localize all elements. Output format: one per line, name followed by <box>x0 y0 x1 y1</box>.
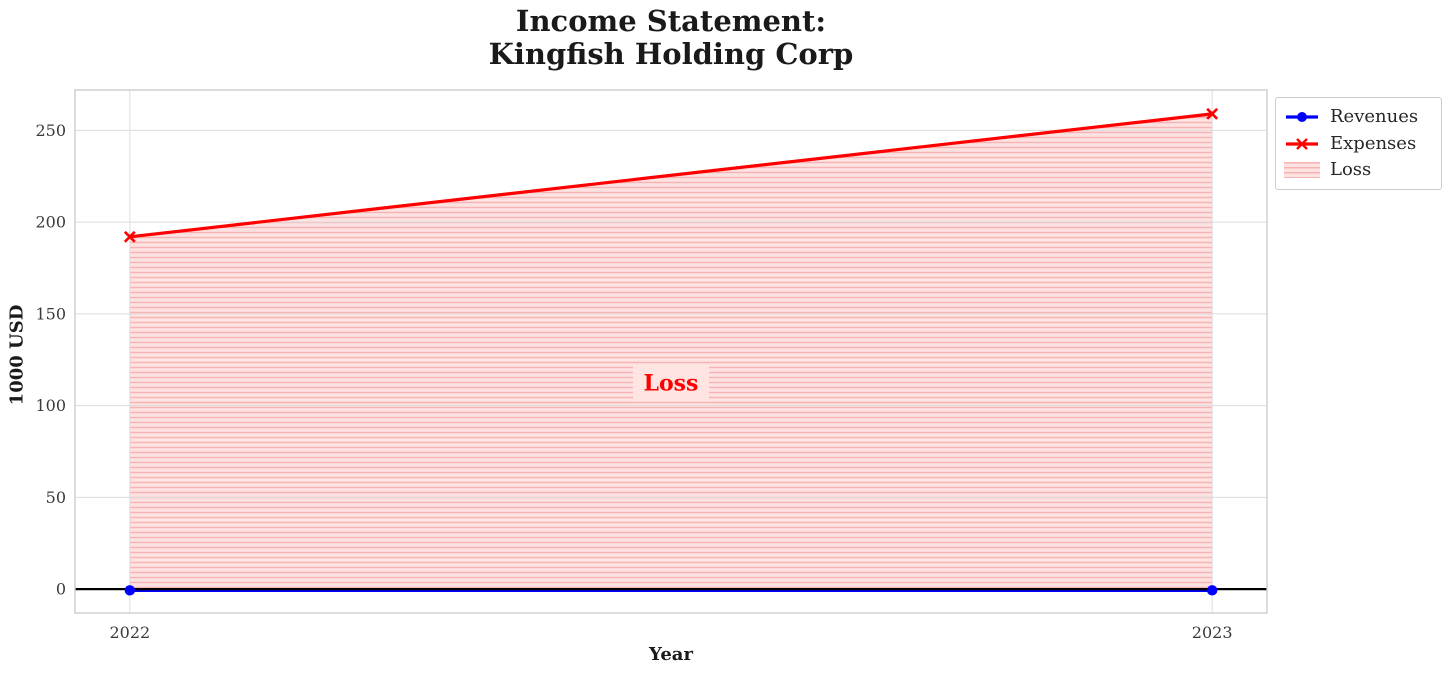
loss-annotation-box <box>633 363 709 402</box>
loss-patch-swatch <box>1284 161 1320 178</box>
xtick-label: 2022 <box>109 623 150 642</box>
loss-annotation: Loss <box>644 371 699 397</box>
revenues-marker <box>124 585 136 596</box>
legend-label: Expenses <box>1330 132 1417 154</box>
ytick-label: 250 <box>35 121 66 140</box>
revenues-line-swatch <box>1284 108 1320 126</box>
x-axis-label: Year <box>649 644 693 665</box>
xtick-label: 2023 <box>1192 623 1233 642</box>
ytick-label: 200 <box>35 213 66 232</box>
chart-title-line-1: Income Statement: <box>515 4 827 38</box>
ytick-label: 0 <box>56 580 66 599</box>
legend-label: Loss <box>1330 158 1372 180</box>
expenses-marker <box>1206 107 1219 120</box>
legend-item-expenses: Expenses <box>1284 132 1433 154</box>
ytick-label: 100 <box>35 396 66 415</box>
legend-label: Revenues <box>1330 106 1419 128</box>
ytick-label: 150 <box>35 304 66 323</box>
legend-swatch-loss <box>1284 161 1320 178</box>
legend-marker-x <box>1296 137 1308 150</box>
legend-marker-circle <box>1297 112 1307 123</box>
legend: Revenues Expenses Loss <box>1275 97 1442 190</box>
plot-border <box>74 89 1268 614</box>
ytick-label: 50 <box>46 488 66 507</box>
revenues-marker <box>1206 585 1218 596</box>
chart-title-line-2: Kingfish Holding Corp <box>488 37 854 71</box>
loss-area <box>129 113 1213 591</box>
chart-title: Income Statement: Kingfish Holding Corp <box>0 5 1342 71</box>
legend-item-loss: Loss <box>1284 158 1433 180</box>
expenses-line <box>128 112 1214 239</box>
expenses-line-swatch <box>1284 135 1320 153</box>
expenses-marker <box>123 230 136 243</box>
legend-item-revenues: Revenues <box>1284 108 1433 126</box>
